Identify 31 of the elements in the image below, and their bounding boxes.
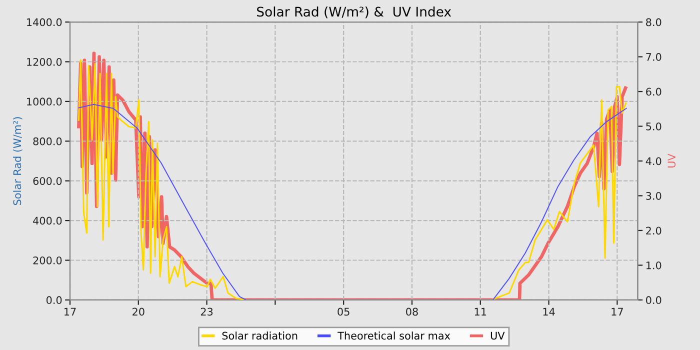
- x-tick-label: 14: [543, 308, 555, 316]
- y2-tick-label: 5.0: [646, 122, 662, 130]
- y2-tick-label: 7.0: [646, 53, 662, 61]
- y2-tick-label: 1.0: [646, 261, 662, 270]
- y-tick-label: 600.0: [33, 177, 62, 185]
- x-tick-label: 23: [200, 308, 213, 316]
- y-tick-label: 200.0: [33, 256, 62, 264]
- y2-tick-label: 8.0: [646, 18, 662, 26]
- y-axis-title: Solar Rad (W/m²): [13, 117, 22, 206]
- legend-label: UV: [490, 332, 505, 340]
- x-tick-label: 05: [338, 308, 350, 316]
- y-tick-label: 1000.0: [27, 98, 62, 106]
- y-tick-label: 400.0: [33, 216, 62, 225]
- legend-label: Theoretical solar max: [338, 332, 450, 340]
- x-tick-label: 11: [474, 308, 486, 316]
- y2-tick-label: 0.0: [646, 296, 662, 304]
- x-tick-label: 17: [64, 308, 76, 316]
- y-tick-label: 800.0: [33, 137, 62, 146]
- x-tick-label: 17: [612, 308, 623, 316]
- legend-label: Solar radiation: [222, 332, 298, 340]
- y-tick-label: 0.0: [46, 296, 62, 304]
- chart-title: Solar Rad (W/m²) & UV Index: [257, 6, 452, 18]
- y2-tick-label: 2.0: [646, 226, 662, 235]
- y-tick-label: 1200.0: [27, 58, 62, 66]
- x-tick-label: 08: [406, 308, 418, 316]
- x-tick-label: 20: [132, 308, 144, 316]
- y2-tick-label: 3.0: [646, 192, 662, 200]
- y2-tick-label: 4.0: [646, 157, 662, 166]
- y-tick-label: 1400.0: [27, 18, 62, 26]
- y2-axis-title: UV: [668, 154, 676, 168]
- y2-tick-label: 6.0: [646, 88, 662, 96]
